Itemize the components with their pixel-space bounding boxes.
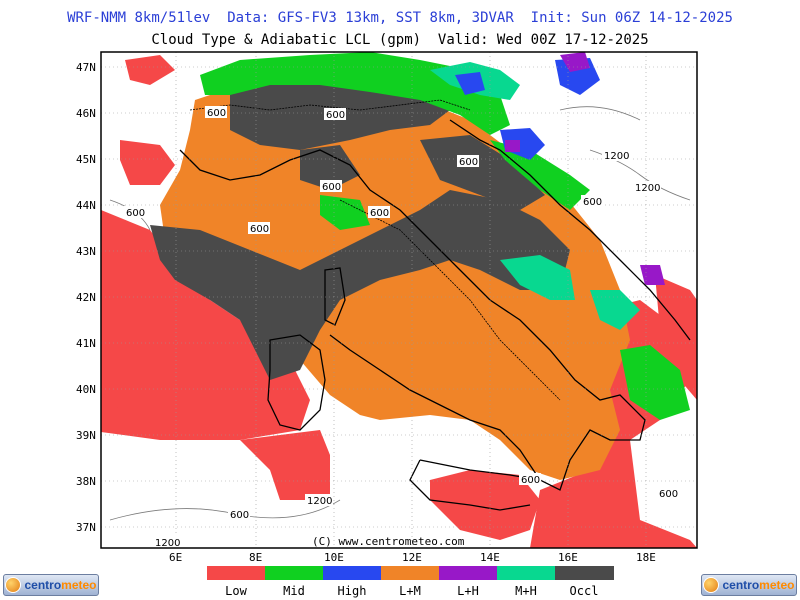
logo-text-b: meteo	[61, 578, 97, 592]
contour-label: 600	[230, 510, 249, 521]
mid-high-cloud-se	[590, 290, 640, 330]
legend-label-occluded: Occl	[569, 584, 599, 598]
lat-label: 47N	[76, 61, 96, 74]
contour-label: 600	[126, 208, 145, 219]
lat-label: 46N	[76, 107, 96, 120]
model-info-title: WRF-NMM 8km/51lev Data: GFS-FV3 13km, SS…	[67, 10, 733, 26]
legend-label-mid-high: M+H	[515, 584, 537, 598]
legend-label-low: Low	[225, 584, 247, 598]
map-frame	[100, 51, 698, 549]
mid-high-cloud-east	[500, 255, 575, 300]
low-cloud-area-north	[125, 55, 175, 85]
mid-cloud-corsica	[320, 195, 370, 230]
contour-label: 600	[250, 224, 269, 235]
legend-swatch-low-mid	[381, 566, 439, 580]
mid-cloud-adriatic	[490, 140, 590, 210]
contour-labels: 600 600 600 600 600 600 600 1200 1200 60…	[124, 106, 679, 549]
contour-label: 600	[207, 108, 226, 119]
lon-label: 12E	[402, 551, 422, 564]
low-cloud-area-ligurian	[120, 140, 175, 185]
globe-icon	[5, 577, 22, 593]
occluded-cloud-center	[150, 190, 570, 380]
legend-swatch-low	[207, 566, 265, 580]
contour-label: 600	[659, 489, 678, 500]
watermark-text: (C) www.centrometeo.com	[312, 535, 465, 548]
contour-label: 1200	[155, 538, 180, 549]
lon-label: 10E	[324, 551, 344, 564]
lat-label: 45N	[76, 153, 96, 166]
low-high-cloud-ne	[560, 52, 590, 72]
lon-label: 16E	[558, 551, 578, 564]
low-cloud-area-east2	[655, 275, 697, 400]
lat-label: 43N	[76, 245, 96, 258]
lon-label: 8E	[249, 551, 262, 564]
low-cloud-area-west	[101, 210, 310, 440]
lat-label: 42N	[76, 291, 96, 304]
globe-icon	[703, 577, 720, 593]
longitude-axis: 6E 8E 10E 12E 14E 16E 18E	[169, 551, 656, 564]
lat-label: 37N	[76, 521, 96, 534]
lon-label: 6E	[169, 551, 182, 564]
low-cloud-area-sw	[101, 405, 190, 432]
country-borders	[189, 99, 561, 401]
mid-cloud-alps	[200, 52, 510, 135]
legend-swatch-occluded	[555, 566, 614, 580]
legend-label-mid: Mid	[283, 584, 305, 598]
lon-label: 14E	[480, 551, 500, 564]
lat-label: 38N	[76, 475, 96, 488]
contour-label: 600	[521, 475, 540, 486]
contour-label: 600	[322, 182, 341, 193]
legend-swatch-mid	[265, 566, 323, 580]
centrometeo-logo-right[interactable]: centro meteo	[701, 574, 797, 596]
corsica-coastline	[324, 267, 346, 326]
legend-swatch-low-high	[439, 566, 497, 580]
latitude-axis: 47N 46N 45N 44N 43N 42N 41N 40N 39N 38N …	[76, 61, 96, 534]
logo-text-a: centro	[24, 578, 62, 592]
product-valid-title: Cloud Type & Adiabatic LCL (gpm) Valid: …	[151, 32, 649, 48]
contour-label: 600	[459, 157, 478, 168]
low-cloud-area-south	[240, 430, 330, 500]
logo-text-a: centro	[722, 578, 760, 592]
map-field: 600 600 600 600 600 600 600 1200 1200 60…	[101, 52, 697, 549]
logo-text-b: meteo	[759, 578, 795, 592]
legend-swatch-mid-high	[497, 566, 555, 580]
contour-label: 600	[583, 197, 602, 208]
legend-swatch-high	[323, 566, 381, 580]
contour-label: 600	[326, 110, 345, 121]
contour-label: 1200	[307, 496, 332, 507]
legend-label-high: High	[337, 584, 367, 598]
lat-label: 39N	[76, 429, 96, 442]
mid-cloud-balkans	[620, 345, 690, 420]
centrometeo-logo-left[interactable]: centro meteo	[3, 574, 99, 596]
occluded-cloud-south	[300, 145, 360, 190]
occluded-cloud-adriatic	[420, 135, 545, 210]
legend-label-low-high: L+H	[457, 584, 479, 598]
low-high-cloud-adriatic	[505, 140, 520, 152]
high-cloud-north2	[455, 72, 485, 95]
lon-label: 18E	[636, 551, 656, 564]
sardinia-coastline	[267, 334, 326, 431]
contour-label: 1200	[635, 183, 660, 194]
legend-label-low-mid: L+M	[399, 584, 421, 598]
contour-label: 600	[370, 208, 389, 219]
lat-label: 44N	[76, 199, 96, 212]
lat-label: 41N	[76, 337, 96, 350]
contour-label: 1200	[604, 151, 629, 162]
lat-label: 40N	[76, 383, 96, 396]
low-cloud-area-se	[430, 470, 540, 540]
